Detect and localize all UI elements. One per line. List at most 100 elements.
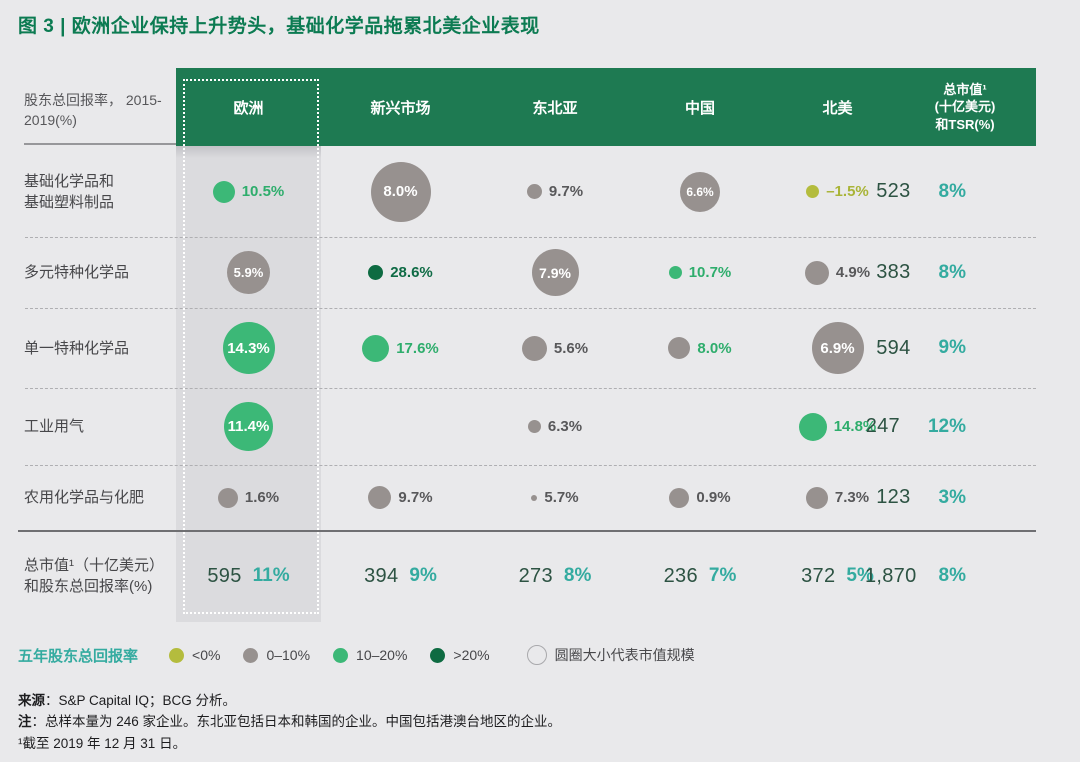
totals-label-line: 和股东总回报率(%) [24, 578, 153, 595]
row-label-line: 工业用气 [24, 418, 85, 435]
bubble-cell: 7.3% [770, 465, 905, 530]
legend-dot-mid-icon [333, 647, 349, 663]
tsr-percent-value: 12% [927, 415, 966, 437]
column-header-europe: 欧洲 [233, 99, 264, 117]
row-value-cell: 123 3% [876, 465, 1036, 530]
total-market-cap-value: 236 [663, 564, 698, 587]
tsr-bubble: 6.9% [811, 322, 864, 374]
bubble-cell: 10.7% [630, 237, 770, 308]
totals-separator [18, 530, 1036, 532]
row-value-cell: 594 9% [876, 308, 1036, 388]
bubble-cell: 5.7% [480, 465, 630, 530]
totals-value-cell: 273 8% [480, 530, 630, 622]
row-label-line: 多元特种化学品 [24, 264, 130, 281]
note-line: 注：总样本量为 246 家企业。东北亚包括日本和韩国的企业。中国包括港澳台地区的… [18, 714, 562, 730]
bubble-cell: 6.3% [480, 388, 630, 465]
legend-title: 五年股东总回报率 [18, 647, 139, 665]
tsr-value-label: 1.6% [244, 489, 280, 506]
europe-column-highlight [176, 146, 321, 622]
tsr-bubble [669, 487, 690, 508]
tsr-value-label: 5.7% [544, 489, 579, 506]
tsr-value-label: 4.9% [835, 264, 871, 281]
tsr-bubble [798, 412, 827, 441]
column-header-china: 中国 [684, 99, 715, 117]
total-market-cap-value: 273 [518, 564, 553, 587]
row-label-line: 单一特种化学品 [24, 339, 130, 357]
row-label: 基础化学品和 基础塑料制品 [24, 146, 176, 237]
tsr-bubble [806, 185, 820, 198]
tsr-value-label: 10.5% [241, 183, 285, 200]
tsr-bubble [217, 487, 238, 508]
market-cap-value: 523 [876, 180, 911, 202]
row-label-line: 基础化学品和 [24, 172, 115, 190]
bottom-bar [0, 762, 1080, 769]
total-market-cap-value: 372 [801, 564, 836, 587]
tsr-value-label: 7.3% [834, 489, 870, 506]
legend-item-size: 圆圈大小代表市值规模 [526, 645, 695, 665]
bubble-cell: 9.7% [321, 465, 480, 530]
row-label: 工业用气 [24, 388, 176, 465]
tsr-bubble [531, 494, 538, 501]
tsr-bubble: 11.4% [224, 402, 273, 451]
tsr-bubble [521, 335, 547, 361]
legend-dot-neg-icon [169, 647, 185, 663]
bubble-cell: 14.3% [176, 308, 321, 388]
bubble-cell: 10.5% [176, 146, 321, 237]
europe-column-shadow [176, 146, 321, 158]
market-cap-value: 594 [876, 336, 911, 359]
total-tsr-percent-value: 8% [563, 565, 592, 586]
tsr-bubble [805, 486, 828, 509]
row-label-line: 基础塑料制品 [24, 193, 115, 211]
tsr-bubble [212, 180, 235, 203]
legend-item-mid: 10–20% [333, 647, 407, 663]
overall-totals-cell: 1,870 8% [865, 530, 1036, 622]
row-separator [25, 388, 1036, 389]
market-cap-value: 247 [865, 415, 900, 437]
tsr-value-label: 10.7% [688, 264, 732, 281]
tsr-value-label: 14.8% [833, 418, 877, 435]
tsr-bubble [527, 420, 541, 433]
overall-tsr-percent-value: 8% [938, 565, 966, 586]
tsr-percent-value: 9% [938, 337, 966, 358]
tsr-value-label: 9.7% [548, 183, 584, 200]
legend-item-high: >20% [430, 647, 490, 663]
bubble-cell: 9.7% [480, 146, 630, 237]
bubble-cell: 28.6% [321, 237, 480, 308]
figure-title: 图 3 | 欧洲企业保持上升势头，基础化学品拖累北美企业表现 [18, 16, 540, 37]
tsr-bubble [668, 337, 691, 359]
column-header-emerging-markets: 新兴市场 [370, 99, 431, 117]
row-value-cell: 523 8% [876, 146, 1036, 237]
totals-value-cell: 372 5% [770, 530, 905, 622]
tsr-percent-value: 8% [938, 180, 966, 202]
tsr-bubble [668, 266, 682, 279]
legend-dot-low-icon [243, 647, 259, 663]
totals-value-cell: 595 11% [176, 530, 321, 622]
tsr-bubble: 6.6% [680, 171, 720, 212]
bubble-cell: 14.8% [770, 388, 905, 465]
overall-market-cap-value: 1,870 [864, 564, 917, 587]
bubble-cell: 0.9% [630, 465, 770, 530]
tsr-bubble: 14.3% [222, 322, 275, 374]
bubble-cell: 8.0% [321, 146, 480, 237]
total-tsr-percent-value: 11% [252, 565, 290, 586]
total-tsr-percent-value: 5% [846, 565, 874, 586]
tsr-value-label: 6.3% [547, 418, 583, 435]
footnotes: 来源：S&P Capital IQ；BCG 分析。 注：总样本量为 246 家企… [18, 690, 561, 754]
legend-size-circle-icon [526, 645, 547, 665]
tsr-value-label: 5.6% [553, 339, 589, 357]
bubble-cell: 1.6% [176, 465, 321, 530]
tsr-bubble: 8.0% [370, 161, 431, 222]
bubble-cell: 6.6% [630, 146, 770, 237]
tsr-value-label: 0.9% [696, 489, 731, 506]
totals-value-cell: 236 7% [630, 530, 770, 622]
source-line: 来源：S&P Capital IQ；BCG 分析。 [18, 693, 237, 708]
totals-value-cell: 394 9% [321, 530, 480, 622]
row-separator [25, 237, 1036, 238]
tsr-bubble [804, 260, 829, 285]
tsr-value-label: 28.6% [390, 264, 433, 281]
row-label: 农用化学品与化肥 [24, 465, 176, 530]
row-value-cell: 247 12% [866, 388, 1036, 465]
footnote-line: ¹截至 2019 年 12 月 31 日。 [18, 735, 187, 751]
legend-item-low: 0–10% [243, 647, 310, 663]
total-tsr-percent-value: 7% [708, 565, 737, 586]
